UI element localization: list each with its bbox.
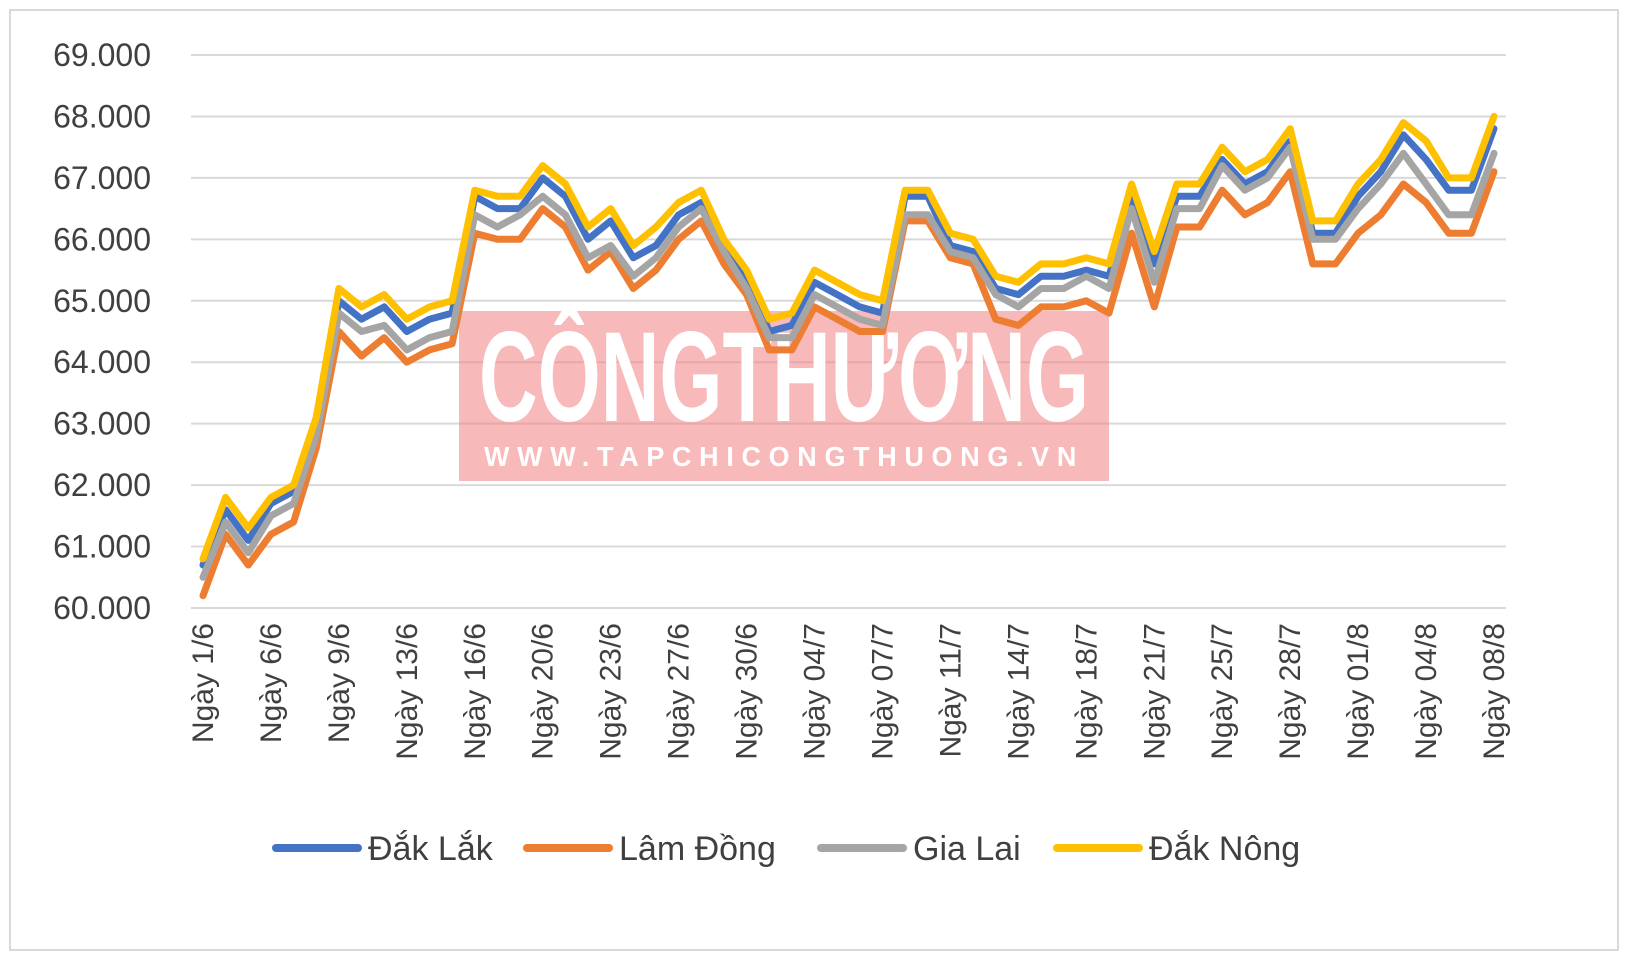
x-tick-label: Ngày 28/7 [1274,623,1307,760]
series-lines [199,112,1498,600]
watermark: CÔNGTHƯƠNG WWW.TAPCHICONGTHUONG.VN [459,306,1109,481]
y-tick-label: 67.000 [53,160,151,196]
x-tick-label: Ngày 30/6 [731,623,764,760]
x-tick-label: Ngày 25/7 [1206,623,1239,760]
x-tick-label: Ngày 01/8 [1342,623,1375,760]
x-tick-label: Ngày 13/6 [391,623,424,760]
legend-label-2: Lâm Đồng [619,830,776,868]
x-tick-label: Ngày 11/7 [934,623,967,758]
x-tick-label: Ngày 23/6 [595,623,628,760]
series-line-1 [199,125,1498,569]
x-tick-label: Ngày 18/7 [1070,623,1103,760]
x-tick-label: Ngày 04/8 [1410,623,1443,760]
y-tick-label: 63.000 [53,406,151,442]
watermark-url: WWW.TAPCHICONGTHUONG.VN [484,441,1084,472]
x-axis-tick-labels: Ngày 1/6 Ngày 6/6 Ngày 9/6 Ngày 13/6 Ngày 16… [187,623,1511,760]
legend-label-1: Đắk Lắk [368,830,494,868]
y-tick-label: 60.000 [53,590,151,626]
x-tick-label: Ngày 04/7 [799,623,832,760]
x-tick-label: Ngày 21/7 [1138,623,1171,760]
y-tick-label: 68.000 [53,98,151,134]
x-tick-label: Ngày 14/7 [1002,623,1035,760]
y-tick-label: 65.000 [53,283,151,319]
y-tick-label: 69.000 [53,37,151,73]
chart-frame: 60.000 61.000 62.000 63.000 64.000 65.000 66.0… [9,9,1619,951]
x-tick-label: Ngày 1/6 [187,623,220,743]
x-tick-label: Ngày 07/7 [866,623,899,760]
y-axis-tick-labels: 60.000 61.000 62.000 63.000 64.000 65.000 66.0… [53,37,151,626]
legend-label-4: Đắk Nông [1149,830,1300,868]
y-tick-label: 62.000 [53,467,151,503]
series-line-3 [199,143,1498,581]
x-tick-label: Ngày 20/6 [527,623,560,760]
y-tick-label: 64.000 [53,344,151,380]
x-tick-label: Ngày 6/6 [255,623,288,743]
x-tick-label: Ngày 08/8 [1478,623,1511,760]
x-tick-label: Ngày 27/6 [663,623,696,760]
legend-label-3: Gia Lai [913,830,1021,868]
x-tick-label: Ngày 16/6 [459,623,492,760]
x-tick-label: Ngày 9/6 [323,623,356,743]
series-line-2 [199,168,1498,600]
y-tick-label: 61.000 [53,529,151,565]
series-line-4 [199,112,1498,563]
legend: Đắk Lắk Lâm Đồng Gia Lai Đắk Nông [272,830,1300,868]
y-tick-label: 66.000 [53,221,151,257]
line-chart: 60.000 61.000 62.000 63.000 64.000 65.000 66.0… [53,37,1511,868]
